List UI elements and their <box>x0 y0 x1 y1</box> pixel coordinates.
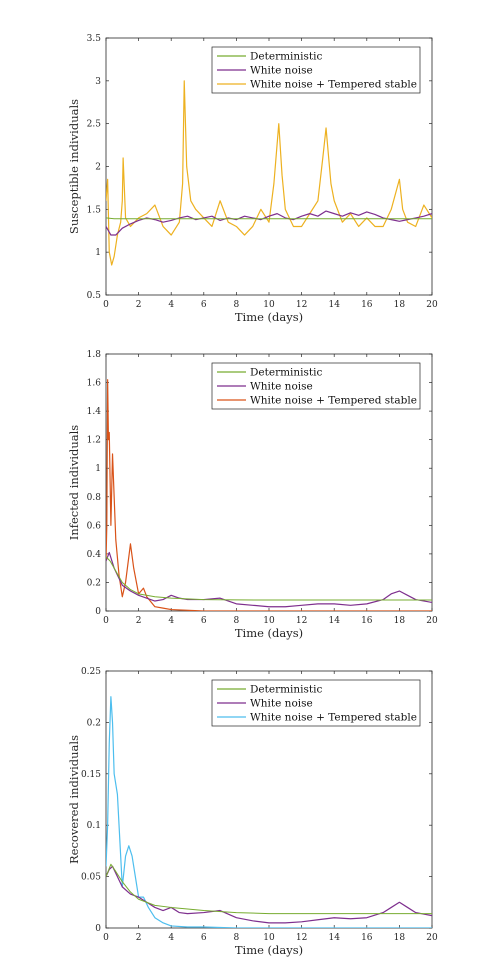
x-tick-label: 16 <box>361 300 373 310</box>
series-line-3 <box>106 696 432 928</box>
x-tick-label: 10 <box>263 933 275 943</box>
legend-label-3: White noise + Tempered stable <box>250 712 417 724</box>
x-tick-label: 14 <box>328 616 340 626</box>
x-tick-label: 18 <box>394 300 406 310</box>
y-tick-label: 0.2 <box>87 578 101 588</box>
x-axis-label: Time (days) <box>235 943 303 957</box>
y-tick-label: 0.4 <box>87 550 102 560</box>
y-tick-label: 0.6 <box>87 521 102 531</box>
legend-label-2: White noise <box>250 65 313 77</box>
y-tick-label: 1.8 <box>87 350 102 360</box>
series-line-2 <box>106 865 432 924</box>
legend-box <box>211 46 421 94</box>
y-tick-label: 3 <box>95 77 101 87</box>
y-tick-label: 0.05 <box>81 873 101 883</box>
x-axis-label: Time (days) <box>235 626 303 640</box>
x-tick-label: 0 <box>103 933 109 943</box>
x-tick-label: 16 <box>361 616 373 626</box>
series-line-1 <box>106 863 432 915</box>
y-tick-label: 1.2 <box>87 436 101 446</box>
x-tick-label: 2 <box>136 616 142 626</box>
y-tick-label: 2.5 <box>87 120 102 130</box>
x-tick-label: 4 <box>168 616 174 626</box>
x-tick-label: 2 <box>136 933 142 943</box>
legend-label-3: White noise + Tempered stable <box>250 395 417 407</box>
x-tick-label: 14 <box>328 933 340 943</box>
y-axis-label: Infected individuals <box>67 425 81 540</box>
series-line-1 <box>106 217 432 220</box>
series-line-2 <box>106 210 432 236</box>
x-tick-label: 4 <box>168 300 174 310</box>
x-tick-label: 2 <box>136 300 142 310</box>
x-tick-label: 8 <box>234 616 240 626</box>
y-tick-label: 1.6 <box>87 379 102 389</box>
x-tick-label: 12 <box>296 616 307 626</box>
x-tick-label: 4 <box>168 933 174 943</box>
legend-label-2: White noise <box>250 698 313 710</box>
legend-box <box>211 362 421 410</box>
x-tick-label: 12 <box>296 933 307 943</box>
x-tick-label: 6 <box>201 300 207 310</box>
x-axis-label: Time (days) <box>235 310 303 324</box>
x-tick-label: 10 <box>263 616 275 626</box>
y-tick-label: 0.15 <box>81 770 101 780</box>
y-tick-label: 0.2 <box>87 718 101 728</box>
x-tick-label: 10 <box>263 300 275 310</box>
y-tick-label: 0.5 <box>87 291 102 301</box>
x-tick-label: 12 <box>296 300 307 310</box>
y-tick-label: 1.4 <box>87 407 102 417</box>
x-tick-label: 8 <box>234 933 240 943</box>
chart-1: 0 2 4 6 8 10 12 14 16 18 20 0.5 1 1.5 2 2.5 3 3.5 Time (da… <box>67 34 438 324</box>
series-line-3 <box>106 80 432 266</box>
legend-label-1: Deterministic <box>250 684 322 696</box>
legend-box <box>211 679 421 727</box>
legend-label-1: Deterministic <box>250 367 322 379</box>
series-line-1 <box>106 556 432 601</box>
y-tick-label: 1 <box>95 248 101 258</box>
y-tick-label: 0 <box>95 607 101 617</box>
y-tick-label: 2 <box>95 163 101 173</box>
legend-label-2: White noise <box>250 381 313 393</box>
y-axis-label: Recovered individuals <box>67 735 81 864</box>
y-tick-label: 0.25 <box>81 667 101 677</box>
x-tick-label: 20 <box>426 616 438 626</box>
x-tick-label: 0 <box>103 616 109 626</box>
x-tick-label: 18 <box>394 933 406 943</box>
x-tick-label: 6 <box>201 616 207 626</box>
x-tick-label: 14 <box>328 300 340 310</box>
x-tick-label: 6 <box>201 933 207 943</box>
chart-3: 0 2 4 6 8 10 12 14 16 18 20 0 0.05 0.1 0.15 0.2 0.25 Time… <box>67 667 438 957</box>
x-tick-label: 8 <box>234 300 240 310</box>
x-tick-label: 16 <box>361 933 373 943</box>
y-tick-label: 3.5 <box>87 34 102 44</box>
y-tick-label: 1.5 <box>87 205 102 215</box>
legend-label-1: Deterministic <box>250 51 322 63</box>
y-tick-label: 0 <box>95 924 101 934</box>
x-tick-label: 0 <box>103 300 109 310</box>
legend-label-3: White noise + Tempered stable <box>250 79 417 91</box>
y-tick-label: 1 <box>95 464 101 474</box>
x-tick-label: 20 <box>426 933 438 943</box>
x-tick-label: 20 <box>426 300 438 310</box>
series-line-2 <box>106 551 432 608</box>
y-tick-label: 0.1 <box>87 821 101 831</box>
x-tick-label: 18 <box>394 616 406 626</box>
chart-2: 0 2 4 6 8 10 12 14 16 18 20 0 0.2 0.4 0.6 0.8 1 1.2 1.4 1.6… <box>67 350 438 640</box>
y-tick-label: 0.8 <box>87 493 102 503</box>
y-axis-label: Susceptible individuals <box>67 99 81 234</box>
